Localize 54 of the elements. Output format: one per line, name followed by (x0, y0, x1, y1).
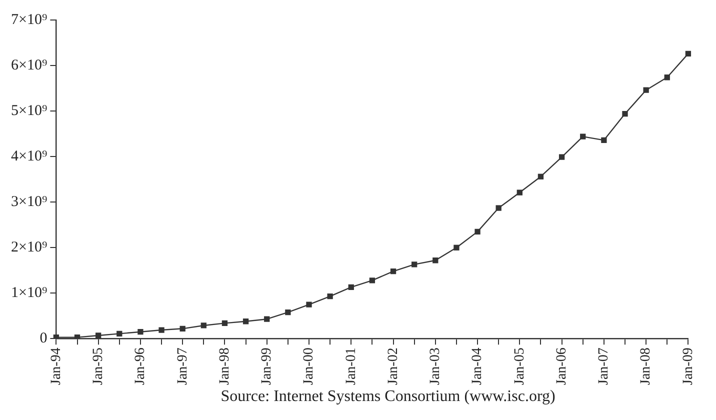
point (474, 228, 480, 235)
x-tick-label: Jan-07 (596, 348, 612, 386)
x-tick-label: Jan-98 (217, 348, 232, 386)
point (432, 258, 438, 264)
point (412, 262, 418, 268)
point (348, 284, 354, 290)
x-tick-label: Jan-95 (90, 348, 106, 386)
x-tick-label: Jan-05 (512, 348, 528, 386)
point (242, 318, 249, 324)
point (454, 244, 460, 250)
x-tick-label: Jan-00 (302, 348, 317, 386)
point (664, 74, 670, 80)
x-tick-label: Jan-04 (470, 348, 486, 386)
point (180, 326, 186, 332)
point (496, 205, 502, 211)
point (306, 302, 312, 308)
point (558, 154, 565, 160)
x-tick-label: Jan-96 (133, 348, 148, 386)
y-tick-label: 4×10⁹ (10, 148, 48, 165)
point (369, 278, 376, 284)
point (601, 137, 607, 144)
x-tick-label: Jan-02 (386, 348, 401, 386)
point (538, 174, 544, 180)
point (116, 330, 122, 336)
point (222, 320, 228, 326)
point (643, 87, 649, 93)
source-note: Source: Internet Systems Consortium (www.isc.org) (220, 388, 556, 406)
y-tick-label: 3×10⁹ (10, 194, 48, 210)
y-tick-label: 1×10⁹ (10, 285, 48, 302)
point (685, 50, 692, 57)
y-tick-label: 6×10⁹ (10, 57, 48, 74)
x-tick-label: Jan-99 (260, 348, 275, 386)
x-tick-label: Jan-09 (680, 348, 696, 386)
point (95, 332, 102, 338)
x-tick-label: Jan-94 (48, 348, 64, 386)
point (390, 268, 396, 274)
point (327, 294, 333, 300)
point (580, 134, 586, 140)
point (516, 190, 522, 196)
x-tick-label: Jan-01 (344, 348, 359, 386)
x-tick-label: Jan-06 (554, 348, 570, 386)
x-tick-label: Jan-97 (175, 348, 190, 386)
point (200, 322, 206, 328)
point (264, 316, 270, 322)
x-tick-label: Jan-08 (638, 348, 654, 386)
y-tick-label: 2×10⁹ (10, 240, 48, 256)
point (158, 327, 164, 333)
point (285, 309, 291, 316)
x-tick-label: Jan-03 (428, 348, 444, 386)
y-tick-label: 7×10⁹ (10, 12, 48, 28)
point (622, 110, 628, 117)
y-tick-label: 5×10⁹ (10, 102, 48, 119)
y-tick-label: 0 (40, 330, 48, 347)
point (138, 329, 144, 335)
